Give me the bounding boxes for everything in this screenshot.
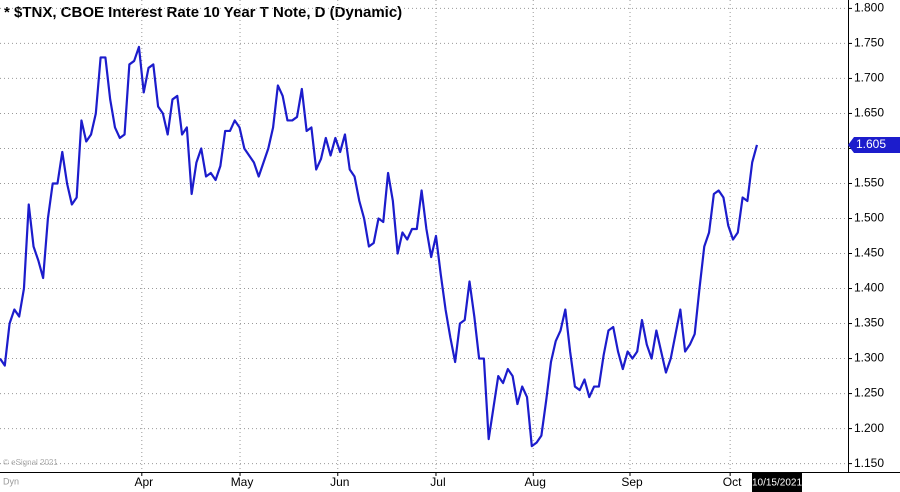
date-box <box>752 473 802 492</box>
chart-title: * $TNX, CBOE Interest Rate 10 Year T Not… <box>4 4 402 21</box>
date-label: 10/15/2021 <box>752 478 802 489</box>
x-tick-label: Oct <box>723 475 742 489</box>
x-tick-label: Aug <box>525 475 546 489</box>
footer-left: Dyn <box>3 476 19 486</box>
y-tick-label: 1.250 <box>854 386 884 400</box>
x-tick-label: Apr <box>134 475 153 489</box>
y-tick-label: 1.650 <box>854 106 884 120</box>
x-tick-label: Jul <box>430 475 445 489</box>
y-tick-label: 1.800 <box>854 1 884 15</box>
series-line <box>0 45 759 448</box>
y-tick-label: 1.400 <box>854 281 884 295</box>
y-tick-label: 1.550 <box>854 176 884 190</box>
y-tick-label: 1.300 <box>854 351 884 365</box>
x-tick-label: Sep <box>621 475 643 489</box>
y-tick-label: 1.450 <box>854 246 884 260</box>
y-tick-label: 1.350 <box>854 316 884 330</box>
y-tick-label: 1.750 <box>854 36 884 50</box>
last-value-label: 1.605 <box>856 137 886 151</box>
y-tick-label: 1.150 <box>854 456 884 470</box>
watermark: © eSignal 2021 <box>3 458 58 467</box>
x-tick-label: May <box>231 475 254 489</box>
x-tick-label: Jun <box>330 475 349 489</box>
y-tick-label: 1.200 <box>854 421 884 435</box>
y-tick-label: 1.500 <box>854 211 884 225</box>
y-tick-label: 1.700 <box>854 71 884 85</box>
last-value-box <box>848 136 900 153</box>
